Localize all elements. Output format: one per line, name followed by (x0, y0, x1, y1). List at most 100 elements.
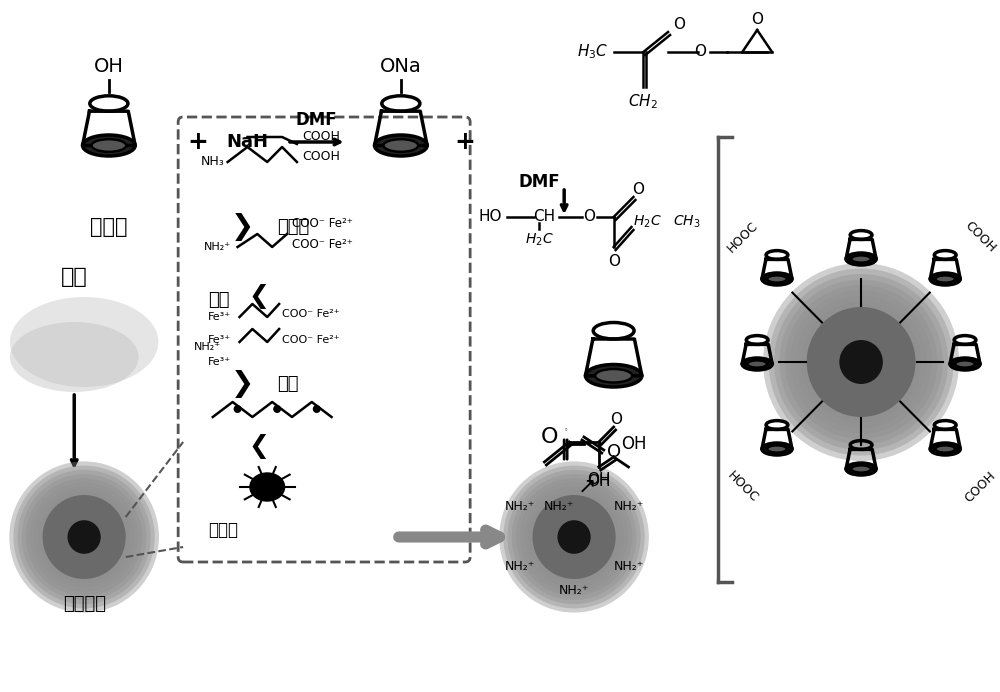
Text: NH₂⁺: NH₂⁺ (559, 583, 589, 597)
Ellipse shape (950, 358, 980, 370)
Text: NH₂⁺: NH₂⁺ (544, 500, 574, 513)
Text: HOOC: HOOC (724, 219, 760, 255)
Ellipse shape (796, 296, 926, 428)
Text: COO⁻ Fe²⁺: COO⁻ Fe²⁺ (282, 335, 340, 345)
Ellipse shape (930, 273, 960, 285)
Text: O: O (673, 17, 685, 33)
Ellipse shape (807, 307, 916, 417)
Ellipse shape (595, 369, 632, 383)
Ellipse shape (935, 446, 955, 453)
Text: DMF: DMF (519, 173, 560, 191)
Ellipse shape (68, 520, 101, 554)
Text: ❮: ❮ (249, 284, 270, 309)
Ellipse shape (30, 482, 138, 592)
Text: OH: OH (94, 57, 124, 77)
Ellipse shape (742, 358, 772, 370)
Ellipse shape (92, 139, 126, 152)
Text: $CH_3$: $CH_3$ (673, 214, 701, 230)
Text: CH: CH (533, 210, 555, 224)
Text: +: + (455, 130, 476, 154)
Text: NH₂⁺: NH₂⁺ (613, 500, 644, 513)
Ellipse shape (532, 495, 616, 579)
Text: OH: OH (621, 435, 646, 453)
Ellipse shape (767, 275, 787, 282)
Text: Fe³⁺: Fe³⁺ (208, 335, 231, 345)
Text: NH₂⁺: NH₂⁺ (613, 561, 644, 574)
Text: COOH: COOH (302, 150, 340, 163)
Text: O: O (608, 255, 620, 269)
Ellipse shape (375, 135, 427, 156)
Ellipse shape (785, 285, 937, 439)
Ellipse shape (790, 291, 932, 433)
Ellipse shape (955, 361, 975, 367)
Text: O: O (751, 12, 763, 26)
Ellipse shape (10, 322, 139, 392)
Ellipse shape (557, 520, 591, 554)
Ellipse shape (503, 466, 645, 608)
Ellipse shape (930, 443, 960, 455)
Text: $H_2C$: $H_2C$ (525, 232, 554, 248)
Text: NH₂⁺: NH₂⁺ (194, 342, 221, 352)
Ellipse shape (935, 275, 955, 282)
Ellipse shape (508, 470, 641, 604)
Text: 氧化: 氧化 (208, 291, 229, 309)
Text: Fe³⁺: Fe³⁺ (208, 357, 231, 367)
Ellipse shape (516, 478, 632, 596)
Text: 铁离子: 铁离子 (277, 218, 309, 236)
Ellipse shape (9, 462, 159, 612)
Ellipse shape (846, 253, 876, 265)
Text: COOH: COOH (962, 469, 998, 505)
Text: 环糖精: 环糖精 (90, 217, 128, 237)
Ellipse shape (839, 340, 883, 384)
Text: OH: OH (587, 475, 611, 489)
Ellipse shape (384, 139, 418, 152)
Ellipse shape (846, 463, 876, 475)
Text: O: O (694, 44, 706, 60)
Text: COO⁻ Fe²⁺: COO⁻ Fe²⁺ (282, 309, 340, 319)
Ellipse shape (43, 495, 126, 579)
Text: O: O (541, 427, 558, 447)
Ellipse shape (767, 446, 787, 453)
Ellipse shape (250, 473, 285, 501)
Text: OH: OH (587, 473, 611, 487)
Text: COO⁻ Fe²⁺: COO⁻ Fe²⁺ (292, 237, 353, 251)
Text: O: O (610, 412, 622, 428)
Ellipse shape (747, 361, 767, 367)
Ellipse shape (22, 474, 146, 600)
Ellipse shape (762, 273, 792, 285)
Text: NH₂⁺: NH₂⁺ (504, 500, 535, 513)
Ellipse shape (34, 486, 134, 588)
Ellipse shape (851, 466, 871, 473)
Ellipse shape (499, 462, 649, 612)
Text: NH₃: NH₃ (201, 156, 225, 168)
Ellipse shape (528, 491, 620, 583)
Text: O: O (632, 183, 644, 197)
Ellipse shape (762, 443, 792, 455)
Text: HOOC: HOOC (724, 469, 760, 505)
Ellipse shape (851, 255, 871, 262)
Text: 氨水: 氨水 (277, 375, 299, 393)
Ellipse shape (774, 274, 948, 450)
Text: $\nearrow$: $\nearrow$ (573, 477, 595, 497)
Text: $H_3C$: $H_3C$ (577, 43, 609, 62)
Ellipse shape (83, 135, 135, 156)
Ellipse shape (801, 302, 921, 423)
Ellipse shape (273, 405, 281, 413)
Text: 明胶: 明胶 (61, 267, 88, 287)
Ellipse shape (524, 486, 624, 588)
Ellipse shape (313, 405, 321, 413)
Text: ❯: ❯ (231, 370, 254, 398)
Text: O: O (607, 443, 621, 461)
Ellipse shape (769, 268, 954, 455)
Ellipse shape (585, 365, 642, 387)
Ellipse shape (10, 297, 158, 387)
Text: +: + (188, 130, 208, 154)
Text: ❯: ❯ (231, 213, 254, 241)
Text: 磁性明胶: 磁性明胶 (63, 595, 106, 613)
Text: NH₂⁺: NH₂⁺ (504, 561, 535, 574)
Text: $CH_2$: $CH_2$ (628, 93, 658, 111)
Text: NH₂⁺: NH₂⁺ (204, 242, 231, 252)
Text: HO: HO (478, 210, 502, 224)
Text: DMF: DMF (296, 111, 338, 129)
Text: COOH: COOH (962, 219, 998, 255)
